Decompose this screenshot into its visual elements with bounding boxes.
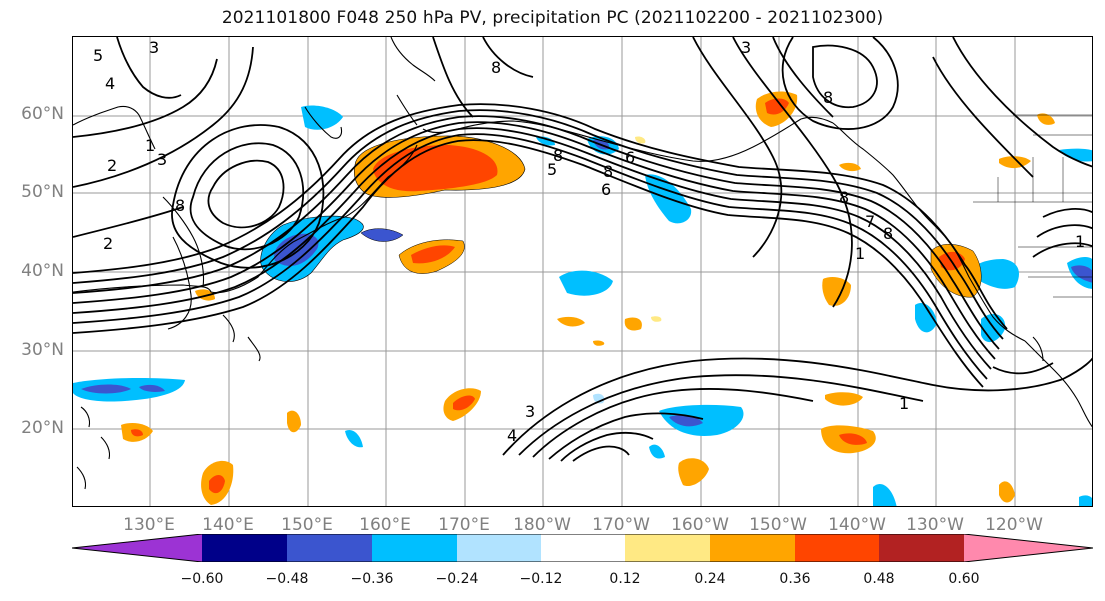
colorbar-label: −0.24 [435, 571, 479, 587]
lon-label-120w: 120°W [985, 515, 1043, 535]
lon-label-130w: 130°W [906, 515, 964, 535]
contour-label: 3 [157, 150, 167, 169]
contour-label: 5 [93, 46, 103, 65]
colorbar-segment [372, 534, 457, 562]
colorbar-segment [202, 534, 287, 562]
colorbar [72, 534, 1093, 562]
contour-label: 3 [741, 38, 751, 57]
pv-contour-labels: 5 4 2 3 1 2 8 3 8 3 8 6 5 8 7 1 1 4 3 8 … [93, 38, 1085, 445]
colorbar-segment [795, 534, 879, 562]
lat-label-40n: 40°N [21, 261, 64, 281]
colorbar-label: 0.24 [694, 571, 726, 587]
colorbar-label: −0.12 [519, 571, 563, 587]
map-panel: 5 4 2 3 1 2 8 3 8 3 8 6 5 8 7 1 1 4 3 8 … [72, 36, 1093, 507]
lon-label-130e: 130°E [123, 515, 175, 535]
contour-label: 8 [491, 58, 501, 77]
colorbar-label: −0.60 [180, 571, 224, 587]
lat-label-30n: 30°N [21, 340, 64, 360]
colorbar-extend-low [72, 534, 202, 562]
contour-label: 6 [601, 180, 611, 199]
lon-label-140w: 140°W [828, 515, 886, 535]
contour-label: 8 [823, 88, 833, 107]
contour-label: 3 [149, 38, 159, 57]
contour-label: 1 [145, 136, 155, 155]
colorbar-label: 0.12 [609, 571, 641, 587]
lon-label-140e: 140°E [202, 515, 254, 535]
colorbar-label: −0.48 [265, 571, 309, 587]
contour-label: 6 [625, 148, 635, 167]
contour-label: 8 [603, 162, 613, 181]
colorbar-segment [879, 534, 964, 562]
contour-label: 1 [1075, 232, 1085, 251]
colorbar-segment [625, 534, 710, 562]
lat-label-60n: 60°N [21, 104, 64, 124]
borders [973, 114, 1092, 298]
colorbar-segment [541, 534, 625, 562]
contour-label: 1 [855, 244, 865, 263]
contour-label: 5 [547, 160, 557, 179]
lon-label-160e: 160°E [359, 515, 411, 535]
lon-label-150e: 150°E [281, 515, 333, 535]
map-title: 2021101800 F048 250 hPa PV, precipitatio… [221, 8, 884, 28]
contour-label: 4 [507, 426, 517, 445]
colorbar-label: 0.48 [863, 571, 895, 587]
contour-label: 2 [103, 234, 113, 253]
lon-label-170e: 170°E [438, 515, 490, 535]
lat-label-50n: 50°N [21, 182, 64, 202]
contour-label: 7 [865, 212, 875, 231]
contour-label: 3 [525, 402, 535, 421]
map-svg: 5 4 2 3 1 2 8 3 8 3 8 6 5 8 7 1 1 4 3 8 … [73, 37, 1092, 506]
lon-label-160w: 160°W [671, 515, 729, 535]
colorbar-label: −0.36 [350, 571, 394, 587]
contour-label: 1 [899, 394, 909, 413]
contour-label: 4 [105, 74, 115, 93]
contour-label: 8 [883, 224, 893, 243]
colorbar-segment [287, 534, 372, 562]
lon-label-170w: 170°W [592, 515, 650, 535]
colorbar-extend-high [964, 534, 1093, 562]
colorbar-label: 0.60 [948, 571, 980, 587]
contour-label: 8 [839, 188, 849, 207]
contour-label: 2 [107, 156, 117, 175]
pv-contours [73, 37, 1092, 462]
contour-label: 8 [175, 196, 185, 215]
contour-label: 8 [553, 146, 563, 165]
colorbar-segment [710, 534, 795, 562]
lat-label-20n: 20°N [21, 418, 64, 438]
lon-label-180w: 180°W [513, 515, 571, 535]
lon-label-150w: 150°W [749, 515, 807, 535]
colorbar-segment [457, 534, 541, 562]
colorbar-label: 0.36 [779, 571, 811, 587]
